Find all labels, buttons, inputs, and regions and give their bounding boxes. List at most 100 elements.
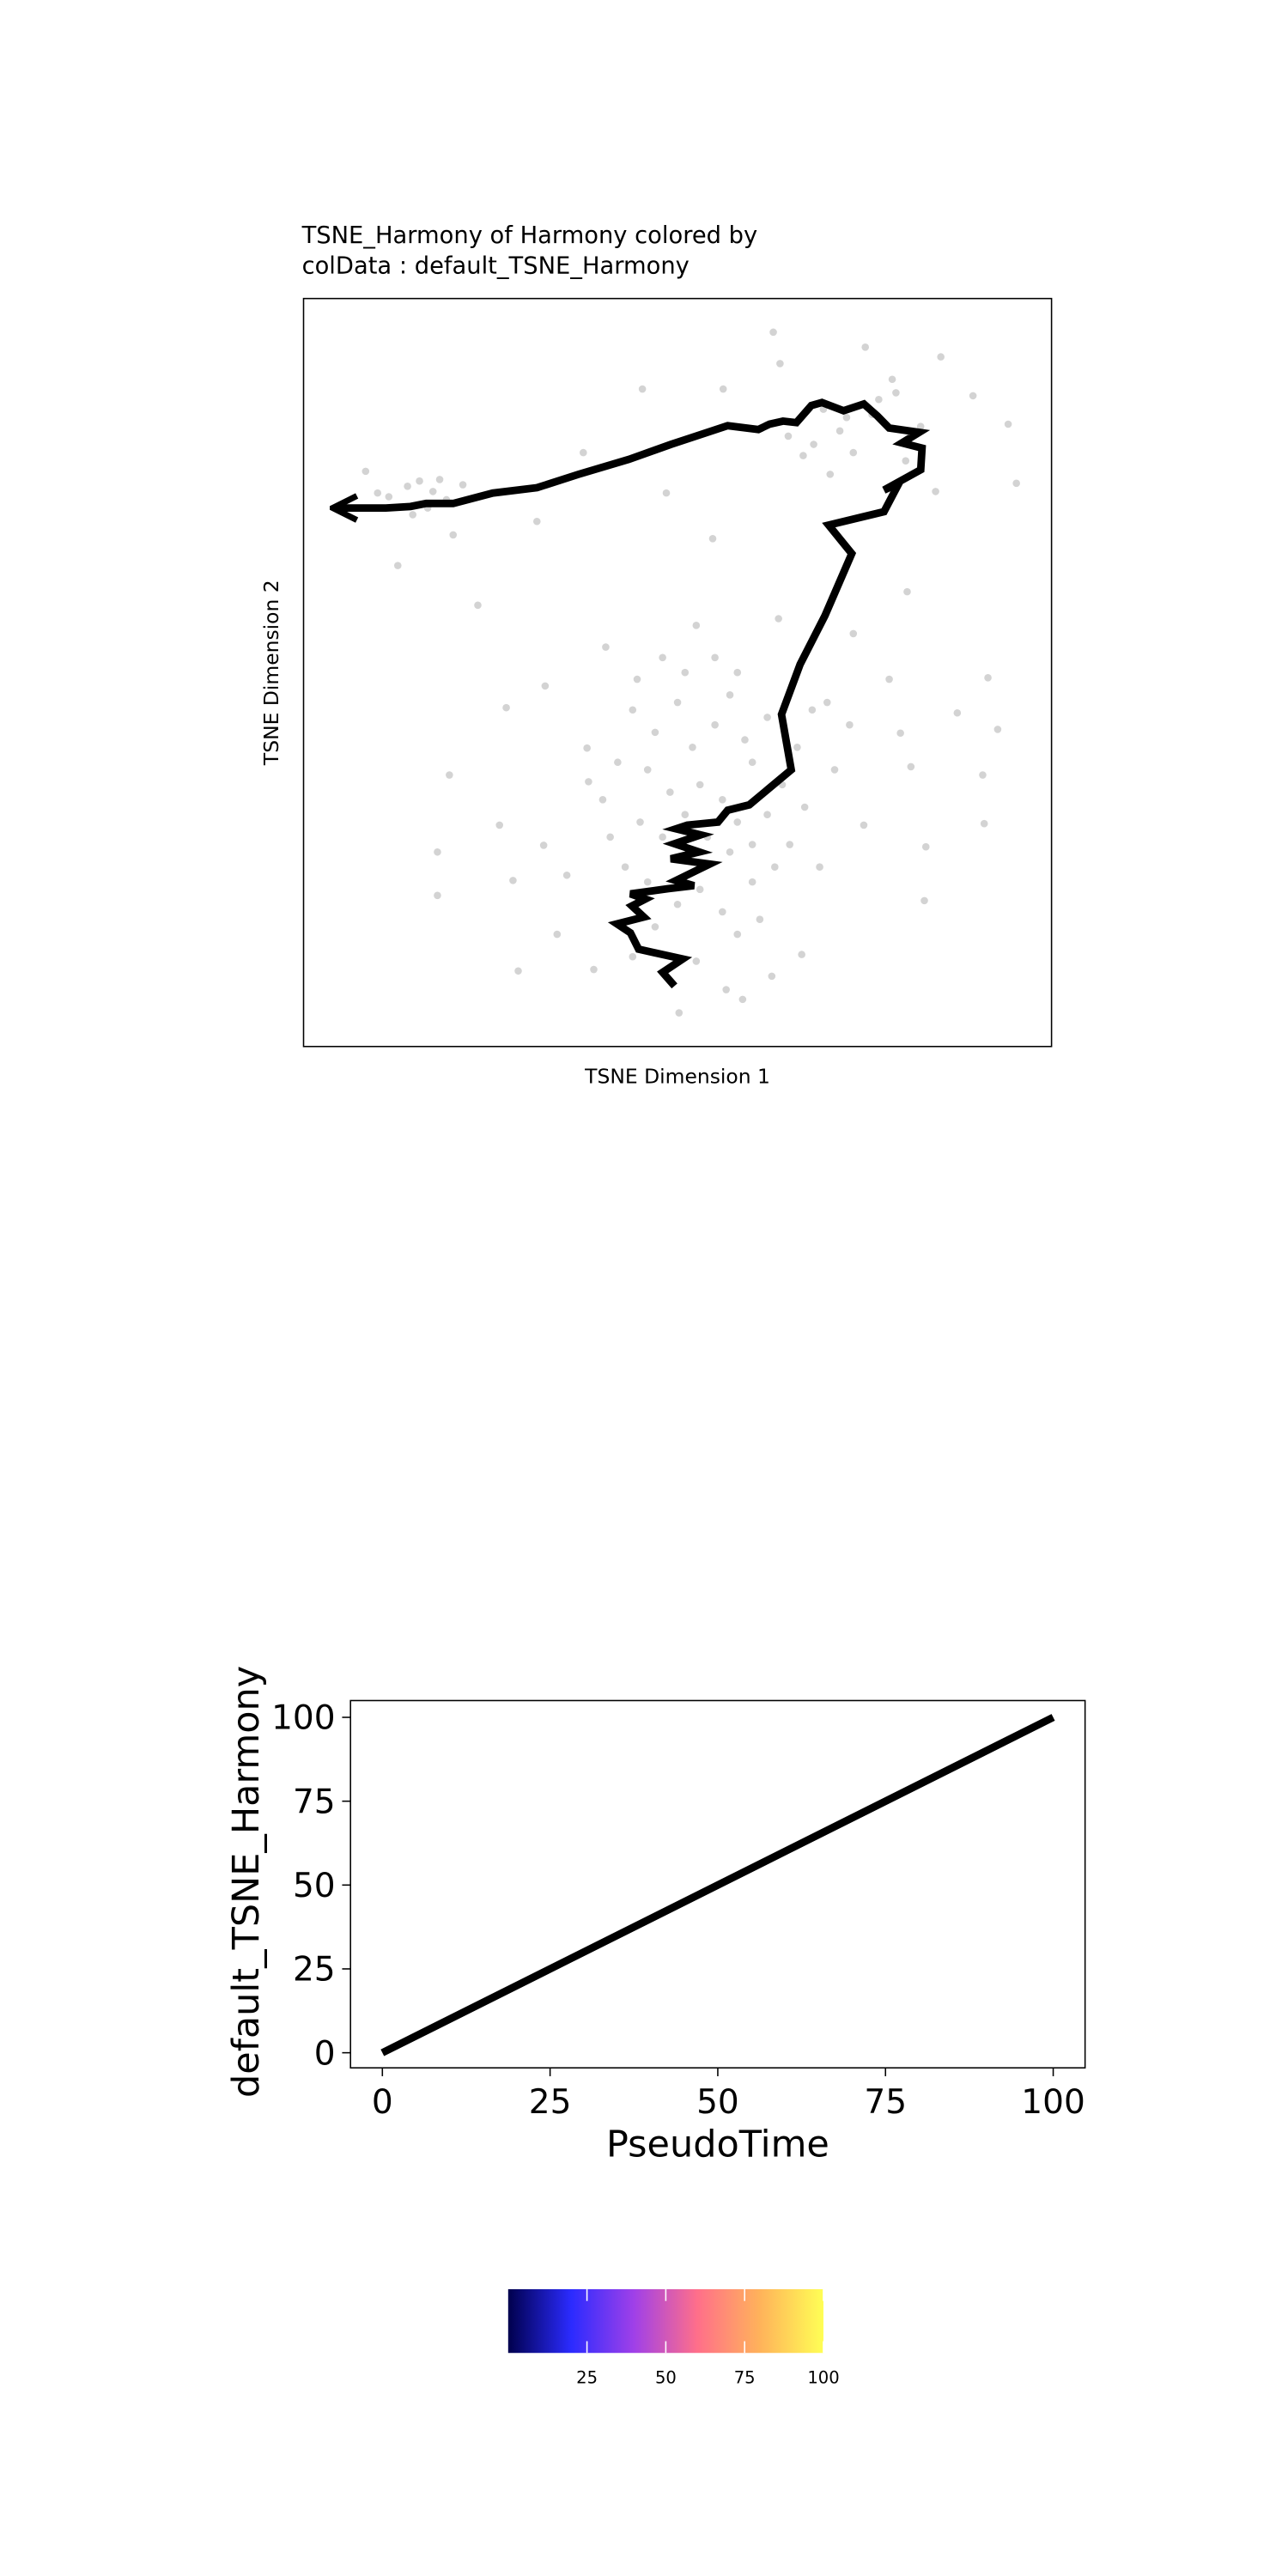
point	[826, 471, 835, 478]
point	[980, 819, 988, 828]
point	[885, 675, 893, 683]
point	[659, 653, 666, 662]
pseudotime-line	[380, 1714, 1055, 2057]
point	[784, 432, 793, 440]
trajectory	[336, 398, 931, 989]
chart-title: TSNE_Harmony of Harmony colored by	[301, 222, 758, 249]
x-tick-label: 50	[696, 2083, 739, 2122]
point	[849, 629, 858, 638]
point	[969, 392, 977, 400]
point	[629, 706, 637, 714]
point	[409, 511, 416, 519]
point	[733, 930, 742, 939]
point	[799, 452, 807, 459]
point	[748, 758, 756, 767]
point	[937, 353, 945, 361]
point	[374, 489, 382, 497]
point	[673, 900, 682, 908]
point	[692, 622, 701, 629]
point	[502, 703, 510, 712]
point	[920, 896, 928, 905]
x-tick-label: 0	[372, 2083, 393, 2122]
point	[533, 517, 541, 526]
point	[741, 736, 749, 744]
plot-frame	[302, 297, 1053, 1048]
point	[719, 795, 726, 804]
point	[696, 885, 704, 894]
point	[842, 413, 851, 422]
x-tick-label: 100	[1021, 2083, 1085, 2122]
point	[1004, 420, 1012, 428]
point	[598, 795, 607, 804]
point	[888, 375, 896, 384]
point	[808, 706, 817, 714]
point	[659, 833, 666, 841]
x-axis-label: TSNE Dimension 1	[584, 1065, 770, 1089]
point	[763, 811, 771, 819]
y-axis-label: default_TSNE_Harmony	[225, 1666, 268, 2098]
point	[953, 708, 962, 717]
point	[768, 972, 776, 981]
point	[562, 871, 571, 879]
point	[404, 483, 411, 490]
point	[681, 668, 690, 677]
point	[892, 389, 900, 397]
point	[643, 766, 652, 774]
point	[539, 841, 548, 849]
point	[662, 489, 671, 497]
point	[830, 766, 839, 774]
point	[993, 726, 1002, 733]
point	[738, 995, 747, 1004]
point	[763, 714, 771, 721]
x-tick-label: 25	[529, 2083, 572, 2122]
point	[711, 653, 719, 662]
point	[459, 481, 467, 489]
point	[666, 788, 674, 796]
y-tick-label: 0	[314, 2034, 336, 2073]
point	[614, 758, 622, 767]
point	[434, 891, 441, 900]
point	[553, 930, 562, 939]
point	[675, 1009, 683, 1017]
point	[719, 908, 726, 916]
point	[361, 467, 370, 476]
point	[733, 818, 742, 826]
point	[896, 729, 904, 738]
point	[651, 728, 659, 737]
point	[621, 863, 629, 871]
point	[786, 841, 794, 848]
point	[446, 771, 453, 779]
point	[633, 675, 641, 683]
point	[726, 691, 734, 699]
point	[428, 488, 437, 495]
point	[689, 744, 696, 751]
point	[902, 457, 910, 465]
point	[810, 440, 817, 448]
x-tick-label: 75	[864, 2083, 907, 2122]
point	[590, 965, 598, 974]
point	[583, 744, 591, 752]
point	[719, 385, 727, 393]
point	[916, 422, 925, 430]
point	[979, 771, 987, 779]
point	[636, 818, 644, 826]
point	[629, 952, 637, 961]
point	[921, 842, 930, 851]
point	[495, 821, 504, 829]
point	[385, 493, 393, 501]
point	[733, 668, 742, 677]
point	[823, 698, 831, 707]
point	[875, 395, 883, 404]
y-axis-label: TSNE Dimension 2	[259, 580, 283, 766]
point	[748, 878, 756, 886]
point	[638, 385, 647, 393]
colorbar-tick-label: 50	[655, 2367, 677, 2387]
point	[434, 848, 441, 856]
point	[756, 915, 764, 923]
point	[861, 343, 870, 351]
point	[692, 957, 701, 965]
colorbar-tick-label: 75	[734, 2367, 756, 2387]
point	[984, 674, 992, 682]
point	[860, 821, 868, 829]
